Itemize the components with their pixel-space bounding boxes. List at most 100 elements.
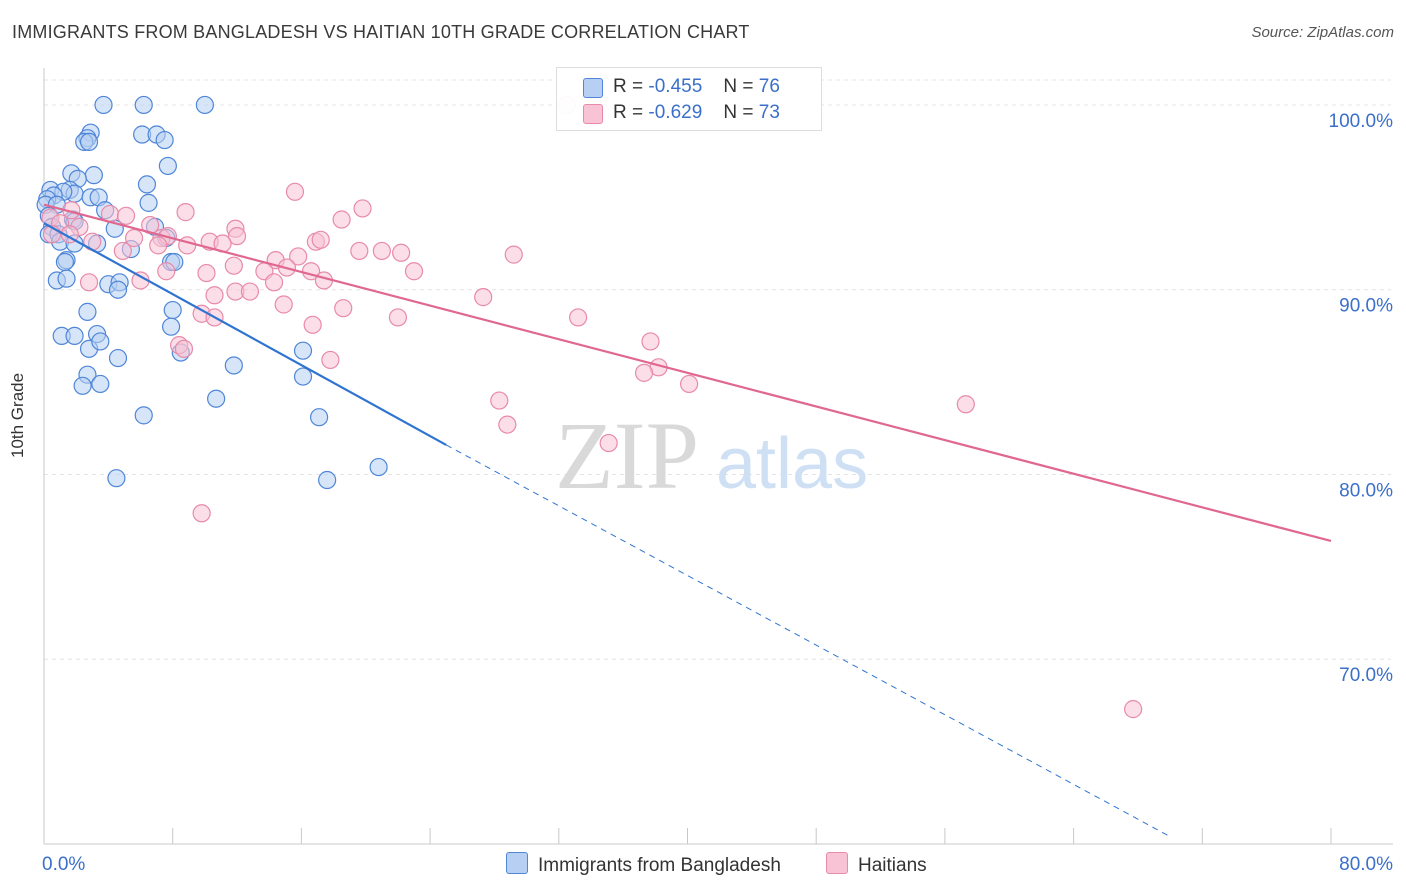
legend-n-value: 76 [758, 76, 780, 97]
source-label: Source: ZipAtlas.com [1251, 24, 1394, 41]
pink-point [174, 339, 194, 358]
series-name: Haitians [858, 855, 927, 876]
watermark: ZIP atlas [555, 402, 868, 509]
blue-point [134, 406, 153, 425]
series-swatch-pink [826, 852, 848, 874]
pink-point [197, 263, 216, 283]
y-tick-label: 70.0% [1339, 665, 1393, 686]
pink-point [599, 433, 618, 453]
pink-point [641, 332, 660, 351]
blue-point [293, 367, 313, 386]
legend-r-label: R = [613, 76, 644, 97]
pink-point [956, 395, 975, 414]
blue-point [224, 356, 243, 375]
data-points [36, 95, 1143, 719]
pink-point [224, 256, 243, 275]
pink-point [264, 273, 284, 292]
y-tick-label: 100.0% [1329, 111, 1394, 132]
legend-n-value: 73 [758, 102, 780, 123]
blue-point [195, 95, 214, 115]
pink-point [680, 374, 699, 394]
legend-n-label: N = [723, 76, 754, 97]
legend-r-value: -0.455 [648, 76, 703, 97]
blue-point [108, 280, 128, 299]
y-tick-label: 80.0% [1339, 480, 1393, 501]
pink-point [178, 236, 197, 255]
series-name: Immigrants from Bangladesh [538, 855, 781, 876]
pink-point [372, 241, 391, 261]
gridlines [44, 79, 1391, 660]
x-tick-label-min: 0.0% [42, 854, 85, 875]
blue-point [57, 269, 76, 288]
blue-point [65, 326, 84, 346]
blue-point [78, 302, 97, 321]
legend-r-label: R = [613, 102, 644, 123]
blue-point [163, 300, 182, 320]
pink-point [176, 203, 195, 222]
blue-trend-extension [445, 444, 1171, 838]
pink-point [504, 245, 523, 264]
x-tick-label-max: 80.0% [1339, 854, 1393, 875]
blue-point [134, 95, 153, 115]
pink-point [332, 210, 351, 229]
pink-point [113, 241, 132, 261]
pink-point [321, 350, 340, 370]
blue-point [293, 341, 313, 360]
blue-point [309, 408, 329, 427]
series-swatch-blue [506, 852, 528, 874]
blue-point [318, 470, 337, 490]
legend-r-value: -0.629 [648, 102, 703, 123]
pink-point [634, 363, 654, 382]
pink-point [498, 415, 517, 434]
blue-point [139, 193, 158, 212]
pink-point [350, 241, 369, 261]
blue-point [107, 469, 126, 488]
blue-point [94, 95, 113, 115]
pink-point [192, 504, 211, 523]
y-tick-label: 90.0% [1339, 296, 1393, 317]
blue-point [155, 130, 174, 150]
pink-point [285, 182, 305, 201]
blue-trend-line [43, 222, 447, 446]
pink-point [490, 391, 509, 410]
watermark-atlas: atlas [716, 424, 868, 504]
tick-labels: 70.0% 80.0% 90.0% 100.0% 0.0% 80.0% [42, 111, 1393, 875]
pink-point [303, 315, 322, 334]
pink-point [392, 243, 411, 262]
pink-point [353, 199, 372, 218]
blue-point [79, 132, 99, 152]
pink-point [116, 206, 136, 225]
legend-swatch-pink [583, 104, 603, 124]
blue-point [369, 457, 388, 477]
blue-point [55, 252, 75, 272]
blue-point [161, 317, 181, 336]
pink-point [157, 262, 176, 281]
pink-point [240, 282, 260, 301]
watermark-zip: ZIP [555, 402, 699, 509]
legend-swatch-blue [583, 78, 603, 98]
legend-n-label: N = [723, 102, 754, 123]
pink-point [79, 273, 99, 292]
blue-point [137, 175, 157, 194]
series-legend-bangladesh: Immigrants from Bangladesh [506, 852, 781, 877]
trend-lines [43, 203, 1332, 838]
blue-point [207, 389, 226, 408]
pink-point [149, 236, 168, 255]
blue-point [158, 156, 177, 176]
pink-point [227, 227, 247, 246]
blue-point [91, 374, 110, 394]
pink-point [404, 262, 424, 281]
pink-point [124, 228, 144, 248]
pink-point [311, 230, 330, 249]
chart-title: IMMIGRANTS FROM BANGLADESH VS HAITIAN 10… [12, 22, 750, 42]
pink-point [474, 288, 493, 307]
pink-trend-line [43, 203, 1332, 543]
blue-point [73, 376, 92, 395]
blue-point [108, 348, 128, 368]
pink-point [205, 286, 224, 305]
blue-point [91, 332, 110, 351]
pink-point [334, 299, 353, 318]
pink-point [569, 308, 588, 327]
y-axis-label: 10th Grade [8, 372, 27, 458]
